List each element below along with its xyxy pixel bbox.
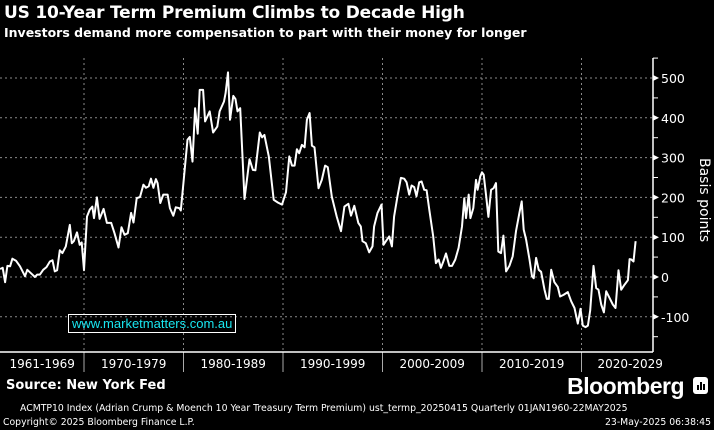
chart-title: US 10-Year Term Premium Climbs to Decade… — [4, 3, 465, 23]
copyright: Copyright© 2025 Bloomberg Finance L.P. — [3, 417, 195, 428]
y-tick-marker — [653, 114, 659, 121]
y-axis-labels: -100 0 100 200 300 400 500 — [661, 71, 689, 325]
x-tick-label: 2020-2029 — [598, 357, 663, 371]
y-axis-title: Basis points — [696, 158, 712, 243]
y-tick-marker — [653, 194, 659, 201]
axes — [0, 57, 659, 372]
x-axis-labels: 1961-1969 1970-1979 1980-1989 1990-1999 2000… — [9, 357, 662, 371]
index-description: ACMTP10 Index (Adrian Crump & Moench 10 … — [20, 403, 628, 414]
y-tick-marker — [653, 313, 659, 320]
timestamp: 23-May-2025 06:38:45 — [604, 417, 711, 428]
y-tick-label: 100 — [661, 230, 685, 245]
y-tick-label: 400 — [661, 111, 685, 126]
series-line-acmtp10 — [0, 71, 637, 329]
x-tick-label: 1980-1989 — [201, 357, 266, 371]
bloomberg-logo: Bloomberg — [567, 373, 684, 399]
x-tick-label: 1961-1969 — [9, 357, 74, 371]
y-tick-label: -100 — [661, 310, 689, 325]
bloomberg-chart-icon — [693, 377, 708, 394]
y-tick-label: 200 — [661, 190, 685, 205]
x-tick-label: 2010-2019 — [499, 357, 564, 371]
y-tick-marker — [653, 75, 659, 81]
y-tick-marker — [653, 234, 659, 241]
x-tick-label: 2000-2009 — [400, 357, 465, 371]
chart-subtitle: Investors demand more compensation to pa… — [4, 25, 527, 40]
y-tick-label: 0 — [661, 270, 669, 285]
y-tick-marker — [653, 274, 659, 280]
y-tick-marker — [653, 154, 659, 161]
line-chart: 1961-1969 1970-1979 1980-1989 1990-1999 2000… — [0, 57, 689, 372]
source-note: Source: New York Fed — [6, 378, 166, 393]
y-tick-label: 500 — [661, 71, 685, 86]
x-tick-label: 1990-1999 — [300, 357, 365, 371]
watermark: www.marketmatters.com.au — [68, 314, 237, 333]
x-tick-label: 1970-1979 — [101, 357, 166, 371]
y-tick-label: 300 — [661, 151, 685, 166]
gridlines — [0, 58, 653, 352]
